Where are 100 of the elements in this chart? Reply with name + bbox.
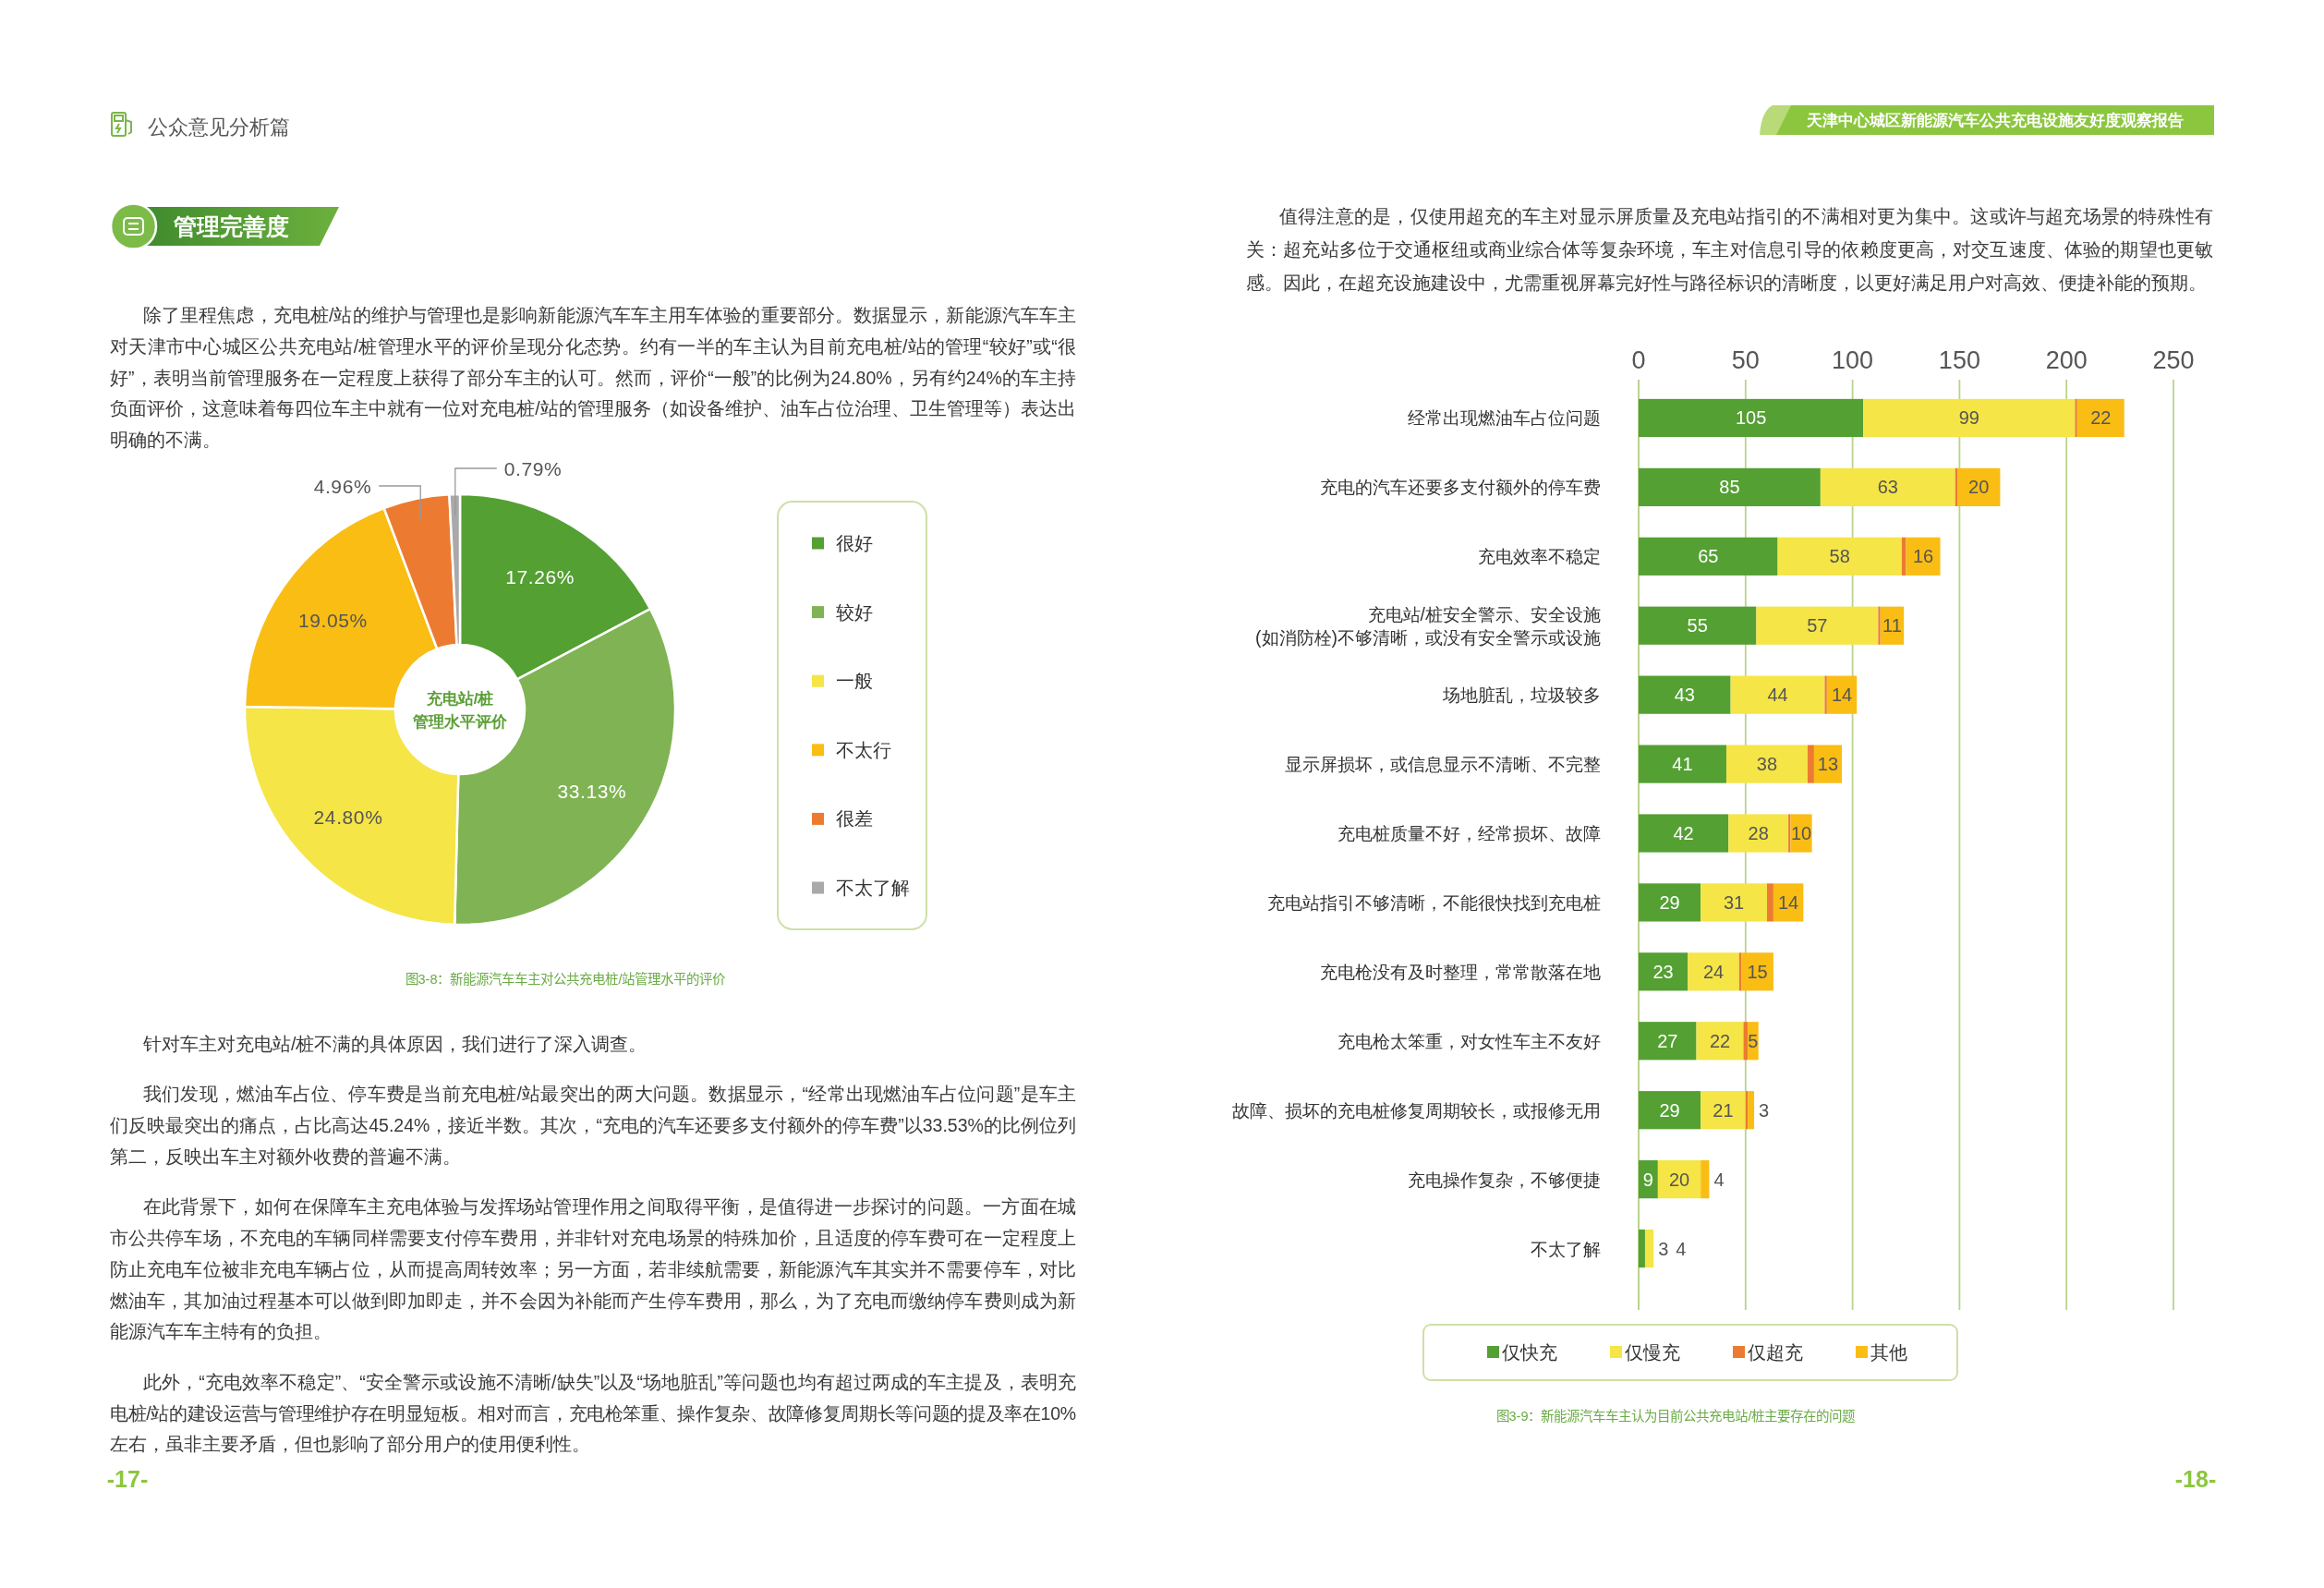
bar <box>1701 1091 1746 1130</box>
data-label: 42 <box>1673 823 1694 843</box>
data-label: 4 <box>1713 1169 1725 1190</box>
x-tick-label: 250 <box>2152 346 2195 374</box>
data-label: 9 <box>1642 1169 1653 1190</box>
bar <box>1878 606 1881 645</box>
x-tick-label: 0 <box>1631 346 1646 374</box>
y-tick-label: 场地脏乱，垃圾较多 <box>1442 685 1601 706</box>
data-label: 33.13% <box>557 780 627 802</box>
text: 管理完善度 <box>173 213 289 239</box>
text: -18- <box>2174 1466 2217 1492</box>
y-tick-label: 显示屏损坏，或信息显示不清晰、不完整 <box>1285 754 1601 775</box>
text: 充电站/桩管理水平评价 <box>412 689 508 731</box>
data-label: 4.96% <box>313 475 372 497</box>
bar <box>1701 1160 1710 1199</box>
text: 天津中心城区新能源汽车公共充电设施友好度观察报告 <box>1806 111 2184 129</box>
bar <box>1906 537 1941 576</box>
y-tick-label: 充电站指引不够清晰，不能很快找到充电桩 <box>1267 891 1601 913</box>
legend-label: 很好 <box>836 533 873 553</box>
x-tick-label: 150 <box>1938 346 1980 374</box>
legend-label: 不太行 <box>836 739 891 760</box>
text: 此外，“充电效率不稳定”、“安全警示或设施不清晰/缺失”以及“场地脏乱”等问题也均有超过两成的车主提及，表明充电桩/站的建设运营与管理维护存在明显短板。相对而言，充电枪笨重、操作复杂、故障修复周期长等问题的提及率在10%左右，虽非主要矛盾，但也影响了部分用户的使用便利性。 <box>110 1371 1076 1455</box>
bar <box>1639 814 1729 853</box>
bar <box>1639 952 1689 991</box>
bar <box>1901 537 1906 576</box>
bar <box>1756 606 1879 645</box>
bar <box>1639 1022 1697 1061</box>
y-tick-label: 充电站/桩安全警示、安全设施(如消防栓)不够清晰，或没有安全警示或设施 <box>1255 603 1601 648</box>
data-label: 38 <box>1756 754 1778 775</box>
data-label: 19.05% <box>297 610 368 632</box>
bar <box>1824 675 1827 714</box>
data-label: 22 <box>2090 407 2112 429</box>
caption: 图3-8：新能源汽车车主对公共充电桩/站管理水平的评价 <box>405 972 727 987</box>
legend-label: 仅快充 <box>1502 1342 1557 1363</box>
bar <box>1777 537 1902 576</box>
data-label: 41 <box>1672 754 1693 775</box>
bar <box>1725 745 1808 783</box>
data-label: 4 <box>1676 1238 1687 1259</box>
data-label: 16 <box>1912 546 1934 567</box>
bar <box>1639 537 1778 576</box>
data-label: 44 <box>1767 685 1788 706</box>
bar <box>1813 745 1843 783</box>
text: 在此背景下，如何在保障车主充电体验与发挥场站管理作用之间取得平衡，是值得进一步探讨的问题。一方面在城市公共停车场，不充电的车辆同样需要支付停车费用，并非针对充电场景的特殊加价，且适度的停车费可在一定程度上防止充电车位被非充电车辆占位，从而提高周转效率；另一方面，若非续航需要，新能源汽车其实并不需要停车，对比燃油车，其加油过程基本可以做到即加即走，并不会因为补能而产生停车费用，那么，为了充电而缴纳停车费则成为新能源汽车车主特有的负担。 <box>110 1196 1076 1342</box>
data-label: 43 <box>1674 685 1695 706</box>
text: 公众意见分析篇 <box>148 115 290 139</box>
bar <box>1863 398 2076 438</box>
bar <box>1807 745 1814 783</box>
data-label: 14 <box>1831 685 1853 706</box>
x-tick-label: 100 <box>1832 346 1874 374</box>
legend-label: 仅超充 <box>1748 1342 1803 1363</box>
data-label: 11 <box>1882 615 1902 636</box>
y-tick-label: 充电的汽车还要多支付额外的停车费 <box>1320 477 1601 498</box>
data-label: 63 <box>1877 477 1898 498</box>
data-label: 20 <box>1968 477 1990 498</box>
data-label: 28 <box>1748 823 1769 843</box>
bar <box>1639 1229 1645 1268</box>
data-label: 29 <box>1659 1099 1680 1121</box>
legend-label: 一般 <box>836 671 873 692</box>
bar <box>1728 814 1789 853</box>
x-tick-label: 200 <box>2045 346 2088 374</box>
data-label: 15 <box>1747 961 1768 982</box>
y-tick-label: 故障、损坏的充电桩修复周期较长，或报修无用 <box>1232 1099 1601 1121</box>
bar <box>1639 1091 1701 1130</box>
legend-label: 其他 <box>1870 1342 1907 1363</box>
data-label: 55 <box>1687 615 1708 636</box>
data-label: 31 <box>1723 891 1745 913</box>
data-label: 21 <box>1713 1099 1734 1121</box>
legend-label: 仅慢充 <box>1625 1342 1680 1363</box>
bar <box>2075 398 2077 438</box>
bar <box>1639 398 1864 438</box>
bar <box>1741 952 1773 991</box>
data-label: 17.26% <box>505 565 575 588</box>
data-label: 23 <box>1652 961 1674 982</box>
data-label: 29 <box>1659 891 1680 913</box>
data-label: 3 <box>1658 1238 1669 1259</box>
data-label: 58 <box>1829 546 1850 567</box>
bar <box>1688 952 1739 991</box>
bar <box>1957 467 2001 506</box>
y-tick-label: 不太了解 <box>1531 1238 1601 1259</box>
data-label: 13 <box>1817 754 1839 775</box>
data-label: 3 <box>1759 1099 1770 1121</box>
legend-label: 不太了解 <box>836 878 910 898</box>
text: 除了里程焦虑，充电桩/站的维护与管理也是影响新能源汽车车主用车体验的重要部分。数据显示，新能源汽车车主对天津市中心城区公共充电站/桩管理水平的评价呈现分化态势。约有一半的车主认为目前充电桩/站的管理“较好”或“很好”，表明当前管理服务在一定程度上获得了部分车主的认可。然而，评价“一般”的比例为24.80%，另有约24%的车主持负面评价，这意味着每四位车主中就有一位对充电桩/站的管理服务（如设备维护、油车占位治理、卫生管理等）表达出明确的不满。 <box>110 305 1076 451</box>
y-tick-label: 充电枪没有及时整理，常常散落在地 <box>1320 961 1601 982</box>
data-label: 57 <box>1807 615 1828 636</box>
bar <box>1639 883 1701 922</box>
bar <box>1766 883 1773 922</box>
data-label: 99 <box>1958 407 1979 429</box>
data-label: 14 <box>1777 891 1799 913</box>
bar <box>1696 1022 1744 1061</box>
data-label: 27 <box>1657 1030 1678 1051</box>
bar <box>1639 675 1731 714</box>
bar <box>2076 398 2124 438</box>
data-label: 85 <box>1719 477 1740 498</box>
bar <box>1639 606 1757 645</box>
bar <box>1639 745 1726 783</box>
legend-label: 很差 <box>836 808 873 830</box>
data-label: 24.80% <box>313 806 383 829</box>
bar <box>1701 883 1767 922</box>
text: -17- <box>106 1466 149 1492</box>
